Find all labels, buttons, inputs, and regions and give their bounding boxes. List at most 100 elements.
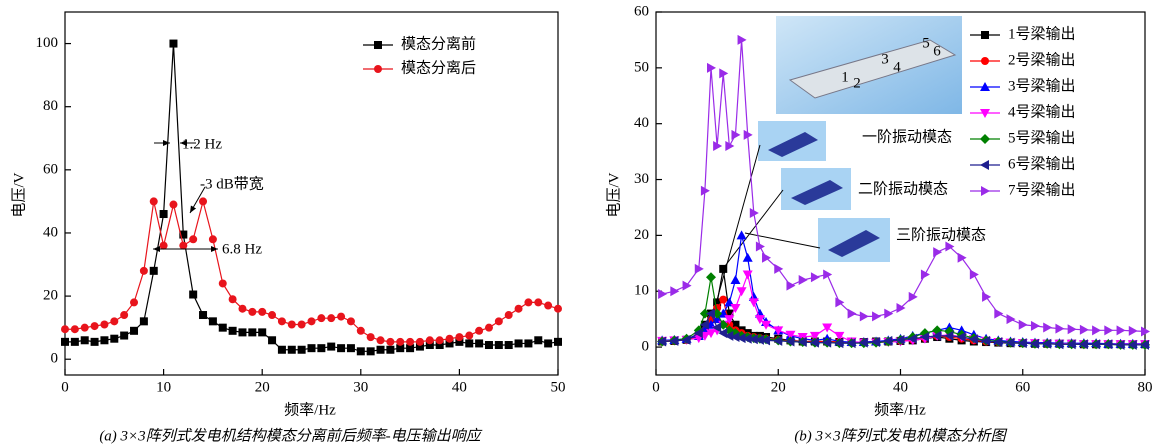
data-point — [860, 311, 869, 321]
data-point — [100, 336, 108, 344]
y-tick-label: 20 — [43, 288, 58, 304]
data-point — [81, 336, 89, 344]
data-point — [268, 311, 276, 319]
data-point — [1055, 324, 1064, 334]
y-tick-label: 20 — [634, 227, 649, 243]
x-tick-label: 10 — [156, 379, 171, 395]
data-point — [495, 341, 503, 349]
legend-marker — [980, 160, 989, 170]
data-point — [248, 308, 256, 316]
annotation: 6.8 Hz — [222, 241, 262, 257]
annotation: 二阶振动模态 — [858, 180, 948, 197]
data-point — [258, 308, 266, 316]
legend-marker — [981, 186, 990, 196]
data-point — [554, 338, 562, 346]
data-point — [160, 242, 168, 250]
data-point — [554, 305, 562, 313]
data-point — [219, 324, 227, 332]
data-point — [909, 292, 918, 302]
data-point — [786, 281, 795, 291]
data-point — [872, 311, 881, 321]
y-tick-label: 0 — [51, 351, 59, 367]
legend-label: 模态分离后 — [401, 59, 476, 76]
data-point — [308, 344, 316, 352]
y-tick-label: 80 — [43, 98, 58, 114]
data-point — [367, 333, 375, 341]
data-point — [719, 265, 727, 273]
y-tick-label: 30 — [634, 171, 649, 187]
y-tick-label: 0 — [642, 339, 650, 355]
data-point — [278, 346, 286, 354]
x-tick-label: 60 — [1015, 379, 1030, 395]
annotation: 三阶振动模态 — [896, 226, 986, 243]
data-point — [110, 335, 118, 343]
inset-label: 6 — [933, 43, 941, 59]
data-point — [958, 253, 967, 263]
annotation: 一阶振动模态 — [862, 128, 952, 145]
data-point — [140, 317, 148, 325]
x-tick-label: 0 — [61, 379, 69, 395]
data-point — [495, 317, 503, 325]
data-point — [327, 314, 335, 322]
data-point — [811, 272, 820, 282]
data-point — [130, 327, 138, 335]
data-point — [1007, 314, 1016, 324]
x-tick-label: 20 — [255, 379, 270, 395]
data-point — [524, 298, 532, 306]
legend-marker — [374, 65, 382, 73]
data-point — [743, 253, 753, 262]
data-point — [1043, 323, 1052, 333]
data-point — [1129, 326, 1138, 336]
data-point — [150, 197, 158, 205]
data-point — [367, 347, 375, 355]
data-point — [169, 40, 177, 48]
data-point — [515, 305, 523, 313]
data-point — [485, 341, 493, 349]
data-point — [970, 269, 979, 279]
data-point — [475, 327, 483, 335]
data-point — [406, 338, 414, 346]
data-point — [120, 311, 128, 319]
x-tick-label: 40 — [893, 379, 908, 395]
series-line — [65, 44, 558, 352]
data-point — [189, 291, 197, 299]
data-point — [347, 317, 355, 325]
inset-label: 4 — [893, 59, 901, 75]
data-point — [396, 338, 404, 346]
mode1-pointer — [717, 145, 760, 300]
data-point — [61, 325, 69, 333]
data-point — [298, 320, 306, 328]
data-point — [386, 338, 394, 346]
data-point — [199, 311, 207, 319]
data-point — [515, 339, 523, 347]
x-tick-label: 20 — [771, 379, 786, 395]
data-point — [209, 235, 217, 243]
data-point — [61, 338, 69, 346]
y-tick-label: 40 — [43, 224, 58, 240]
data-point — [229, 295, 237, 303]
y-axis-label: 电压/V — [605, 172, 622, 217]
x-tick-label: 40 — [452, 379, 467, 395]
legend-marker — [981, 31, 989, 39]
data-point — [426, 336, 434, 344]
data-point — [377, 346, 385, 354]
data-point — [534, 336, 542, 344]
annotation: 1.2 Hz — [182, 136, 222, 152]
data-point — [288, 346, 296, 354]
data-point — [317, 344, 325, 352]
legend-label: 7号梁输出 — [1008, 181, 1076, 198]
caption: (a) 3×3阵列式发电机结构模态分离前后频率-电压输出响应 — [99, 427, 482, 444]
data-point — [110, 317, 118, 325]
data-point — [357, 347, 365, 355]
data-point — [209, 317, 217, 325]
data-point — [130, 298, 138, 306]
data-point — [337, 344, 345, 352]
data-point — [347, 344, 355, 352]
x-tick-label: 0 — [652, 379, 660, 395]
data-point — [465, 332, 473, 340]
data-point — [921, 269, 930, 279]
data-point — [100, 320, 108, 328]
data-point — [505, 341, 513, 349]
data-point — [1092, 325, 1101, 335]
data-point — [278, 317, 286, 325]
